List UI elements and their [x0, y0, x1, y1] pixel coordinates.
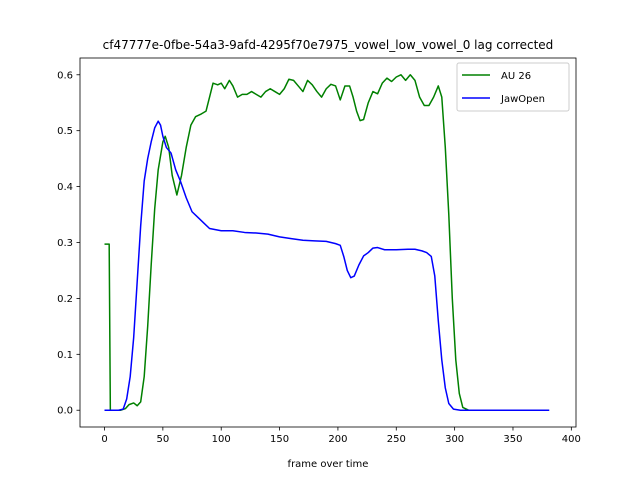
- axes-layer: 0 50 100 150 200 250 300 350 400 0.0 0.1 0.2 0.3 0.4 0…: [57, 57, 581, 445]
- series-line-au26: [104, 74, 550, 411]
- x-tick-label: 200: [328, 434, 347, 445]
- x-tick-label: 400: [562, 434, 581, 445]
- x-tick-label: 150: [270, 434, 289, 445]
- y-tick-label: 0.1: [57, 350, 73, 361]
- y-tick-label: 0.0: [57, 406, 73, 417]
- x-tick-label: 0: [101, 434, 107, 445]
- x-tick-label: 50: [156, 434, 169, 445]
- y-tick-label: 0.3: [57, 238, 73, 249]
- series-layer: [104, 74, 550, 411]
- legend-label-jawopen: JawOpen: [500, 94, 545, 105]
- series-line-jawopen: [104, 120, 550, 411]
- chart-title: cf47777e-0fbe-54a3-9afd-4295f70e7975_vow…: [103, 38, 554, 52]
- y-tick-label: 0.2: [57, 294, 73, 305]
- y-tick-label: 0.4: [57, 182, 73, 193]
- legend: AU 26 JawOpen: [456, 62, 570, 112]
- legend-label-au26: AU 26: [501, 71, 531, 82]
- x-tick-label: 350: [503, 434, 522, 445]
- x-tick-label: 100: [212, 434, 231, 445]
- x-tick-label: 250: [387, 434, 406, 445]
- y-tick-label: 0.6: [57, 70, 73, 81]
- y-tick-label: 0.5: [57, 126, 73, 137]
- x-axis-label: frame over time: [288, 459, 369, 470]
- x-tick-label: 300: [445, 434, 464, 445]
